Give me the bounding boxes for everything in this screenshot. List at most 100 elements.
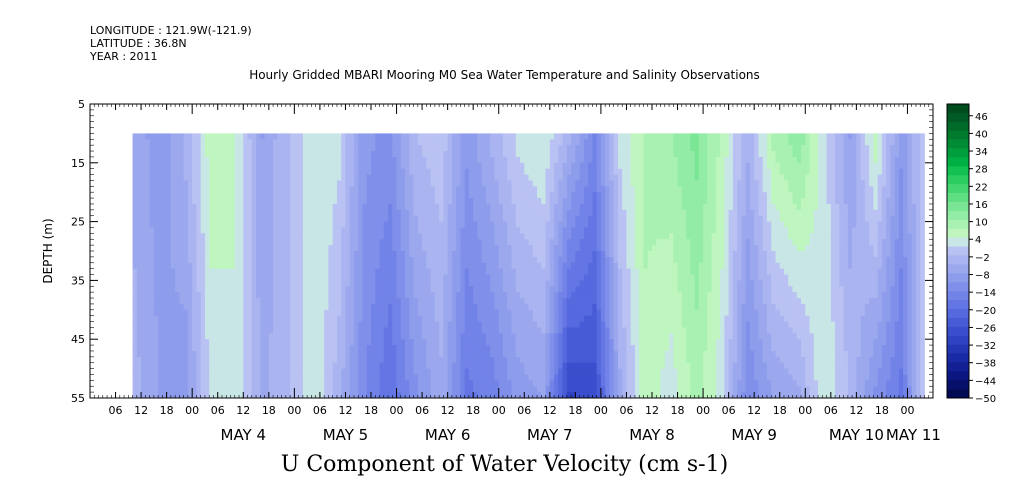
heatmap-cell bbox=[413, 233, 419, 240]
heatmap-cell bbox=[319, 339, 325, 346]
heatmap-cell bbox=[290, 286, 295, 293]
heatmap-cell bbox=[311, 133, 317, 140]
heatmap-cell bbox=[213, 221, 219, 228]
heatmap-cell bbox=[170, 356, 176, 364]
heatmap-cell bbox=[209, 168, 214, 175]
heatmap-cell bbox=[204, 239, 210, 246]
heatmap-cell bbox=[366, 233, 372, 240]
heatmap-cell bbox=[366, 139, 372, 146]
heatmap-cell bbox=[434, 139, 440, 146]
heatmap-cell bbox=[571, 321, 576, 328]
heatmap-cell bbox=[213, 239, 219, 246]
heatmap-cell bbox=[600, 139, 606, 146]
heatmap-cell bbox=[358, 251, 363, 258]
heatmap-cell bbox=[324, 268, 329, 275]
heatmap-cell bbox=[251, 356, 257, 364]
heatmap-cell bbox=[302, 221, 308, 228]
heatmap-cell bbox=[422, 203, 427, 211]
heatmap-cell bbox=[375, 386, 380, 393]
heatmap-cell bbox=[588, 139, 593, 146]
year-label: YEAR : 2011 bbox=[90, 50, 158, 63]
heatmap-cell bbox=[422, 380, 427, 387]
heatmap-cell bbox=[447, 345, 453, 352]
heatmap-cell bbox=[132, 133, 138, 140]
heatmap-cell bbox=[562, 274, 568, 281]
heatmap-cell bbox=[260, 386, 265, 393]
heatmap-cell bbox=[417, 386, 423, 393]
heatmap-cell bbox=[162, 298, 168, 305]
heatmap-cell bbox=[145, 327, 151, 334]
heatmap-cell bbox=[166, 274, 172, 281]
heatmap-cell bbox=[162, 280, 168, 287]
heatmap-cell bbox=[485, 221, 491, 228]
heatmap-cell bbox=[170, 192, 176, 199]
heatmap-cell bbox=[136, 239, 142, 246]
heatmap-cell bbox=[507, 162, 512, 170]
heatmap-cell bbox=[285, 156, 291, 164]
heatmap-cell bbox=[413, 303, 419, 311]
heatmap-cell bbox=[187, 227, 193, 234]
heatmap-cell bbox=[298, 268, 304, 275]
heatmap-cell bbox=[158, 251, 163, 258]
heatmap-cell bbox=[400, 286, 406, 293]
heatmap-cell bbox=[204, 151, 210, 158]
heatmap-cell bbox=[213, 251, 219, 258]
heatmap-cell bbox=[558, 221, 563, 228]
heatmap-cell bbox=[554, 303, 559, 311]
heatmap-cell bbox=[400, 345, 406, 352]
heatmap-cell bbox=[566, 333, 572, 340]
heatmap-cell bbox=[541, 303, 546, 311]
heatmap-cell bbox=[434, 392, 440, 399]
heatmap-cell bbox=[136, 203, 142, 211]
heatmap-cell bbox=[230, 368, 236, 375]
heatmap-cell bbox=[388, 174, 393, 181]
heatmap-cell bbox=[468, 192, 474, 199]
heatmap-cell bbox=[179, 350, 185, 358]
heatmap-cell bbox=[311, 298, 317, 305]
heatmap-cell bbox=[417, 345, 423, 352]
heatmap-cell bbox=[485, 198, 491, 205]
heatmap-cell bbox=[336, 215, 342, 222]
heatmap-cell bbox=[217, 133, 223, 140]
heatmap-cell bbox=[353, 262, 359, 270]
heatmap-cell bbox=[366, 256, 372, 264]
heatmap-cell bbox=[162, 198, 168, 205]
heatmap-cell bbox=[600, 362, 606, 369]
heatmap-cell bbox=[319, 350, 325, 358]
heatmap-cell bbox=[413, 221, 419, 228]
heatmap-cell bbox=[494, 256, 500, 264]
heatmap-cell bbox=[562, 256, 568, 264]
heatmap-cell bbox=[349, 139, 355, 146]
heatmap-cell bbox=[264, 327, 270, 334]
heatmap-cell bbox=[226, 215, 231, 222]
heatmap-cell bbox=[520, 280, 525, 287]
heatmap-cell bbox=[179, 203, 185, 211]
heatmap-cell bbox=[311, 280, 317, 287]
heatmap-cell bbox=[153, 321, 159, 328]
heatmap-cell bbox=[268, 380, 274, 387]
heatmap-cell bbox=[405, 362, 410, 369]
heatmap-cell bbox=[515, 174, 521, 181]
heatmap-cell bbox=[302, 133, 308, 140]
heatmap-cell bbox=[400, 139, 406, 146]
heatmap-cell bbox=[183, 286, 189, 293]
heatmap-cell bbox=[537, 368, 542, 375]
heatmap-cell bbox=[447, 315, 453, 322]
heatmap-cell bbox=[290, 262, 295, 270]
heatmap-cell bbox=[532, 221, 538, 228]
heatmap-cell bbox=[273, 180, 278, 187]
heatmap-cell bbox=[477, 292, 483, 299]
heatmap-cell bbox=[358, 262, 363, 270]
heatmap-cell bbox=[243, 286, 248, 293]
heatmap-cell bbox=[558, 192, 563, 199]
heatmap-cell bbox=[562, 350, 568, 358]
heatmap-cell bbox=[145, 362, 151, 369]
heatmap-cell bbox=[268, 333, 274, 340]
heatmap-cell bbox=[473, 156, 478, 164]
heatmap-cell bbox=[460, 133, 466, 140]
heatmap-cell bbox=[268, 186, 274, 193]
heatmap-cell bbox=[192, 233, 197, 240]
heatmap-cell bbox=[485, 139, 491, 146]
heatmap-cell bbox=[545, 145, 551, 152]
heatmap-cell bbox=[166, 192, 172, 199]
